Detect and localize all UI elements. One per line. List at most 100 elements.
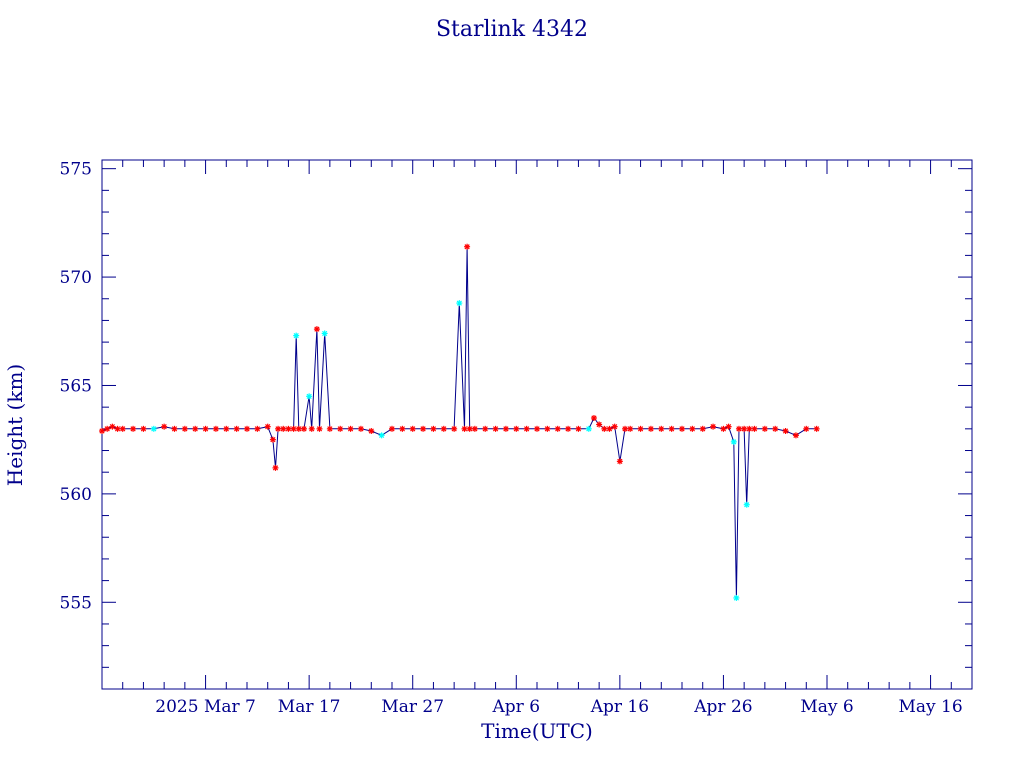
series-markers-group bbox=[99, 243, 820, 601]
data-point-stroke bbox=[270, 437, 276, 443]
data-point bbox=[109, 423, 116, 430]
data-point-stroke bbox=[720, 426, 727, 432]
data-point-stroke bbox=[293, 332, 299, 339]
data-point-stroke bbox=[492, 426, 499, 432]
data-point-stroke bbox=[280, 426, 286, 432]
data-point bbox=[280, 425, 287, 432]
data-point bbox=[637, 425, 644, 432]
data-point-stroke bbox=[733, 595, 739, 601]
data-point-stroke bbox=[744, 502, 750, 508]
data-point-stroke bbox=[591, 415, 597, 421]
data-point bbox=[461, 425, 468, 432]
data-point bbox=[181, 425, 188, 432]
data-point-stroke bbox=[275, 426, 281, 432]
x-tick-label: May 6 bbox=[800, 697, 853, 717]
data-point bbox=[161, 423, 168, 430]
data-point-stroke bbox=[772, 426, 778, 432]
data-point bbox=[451, 425, 458, 432]
data-point-stroke bbox=[202, 426, 209, 432]
data-point-stroke bbox=[99, 428, 105, 434]
data-point bbox=[492, 425, 499, 432]
data-point bbox=[464, 243, 471, 250]
x-tick-label: Apr 16 bbox=[590, 697, 649, 717]
data-point-stroke bbox=[622, 426, 628, 432]
data-point bbox=[575, 425, 582, 432]
data-point bbox=[689, 425, 696, 432]
data-point-stroke bbox=[213, 426, 219, 432]
data-point bbox=[668, 425, 675, 432]
data-point bbox=[741, 425, 748, 432]
data-point-stroke bbox=[244, 426, 250, 432]
x-axis: 2025 Mar 7 Mar 17 Mar 27 Apr 6 Apr 16 Apr 26 M… bbox=[101, 160, 973, 717]
data-point-stroke bbox=[192, 426, 198, 432]
data-point bbox=[596, 421, 603, 428]
data-point-stroke bbox=[322, 330, 328, 337]
data-point bbox=[337, 425, 344, 432]
data-point-stroke bbox=[306, 393, 312, 399]
data-point bbox=[606, 425, 613, 432]
data-point bbox=[743, 501, 750, 508]
data-point bbox=[523, 425, 530, 432]
data-point bbox=[544, 425, 551, 432]
data-point bbox=[647, 425, 654, 432]
data-point bbox=[223, 425, 230, 432]
data-point bbox=[735, 425, 742, 432]
data-point bbox=[710, 423, 717, 430]
data-point-stroke bbox=[814, 426, 820, 432]
x-tick-label: Apr 6 bbox=[492, 697, 541, 717]
data-point bbox=[130, 425, 137, 432]
data-point bbox=[269, 436, 276, 443]
data-point bbox=[104, 425, 111, 432]
y-axis: 555 560 565 570 575 bbox=[60, 160, 972, 690]
data-point-stroke bbox=[467, 426, 473, 432]
data-point-stroke bbox=[327, 426, 333, 432]
data-point bbox=[202, 425, 209, 432]
data-point bbox=[803, 425, 810, 432]
series-line bbox=[101, 246, 817, 598]
data-point-stroke bbox=[389, 426, 395, 432]
data-point bbox=[275, 425, 282, 432]
data-point bbox=[611, 423, 618, 430]
data-point bbox=[420, 425, 427, 432]
data-point-stroke bbox=[482, 426, 488, 432]
data-point bbox=[590, 414, 597, 421]
data-point-stroke bbox=[601, 426, 607, 432]
data-point bbox=[466, 425, 473, 432]
data-point bbox=[622, 425, 629, 432]
data-point-stroke bbox=[648, 426, 654, 432]
data-point bbox=[733, 594, 740, 601]
data-point bbox=[471, 425, 478, 432]
y-tick-label: 565 bbox=[60, 376, 92, 396]
data-point bbox=[730, 438, 737, 445]
y-tick-label: 575 bbox=[60, 160, 92, 180]
data-point bbox=[389, 425, 395, 432]
y-tick-label: 570 bbox=[60, 268, 92, 288]
data-point-stroke bbox=[399, 426, 405, 432]
data-point bbox=[308, 425, 315, 432]
data-point bbox=[313, 326, 320, 333]
data-point-stroke bbox=[254, 426, 260, 432]
data-point bbox=[456, 300, 463, 307]
x-tick-label: May 16 bbox=[898, 697, 962, 717]
data-point-stroke bbox=[309, 426, 315, 432]
data-point bbox=[679, 425, 685, 432]
data-point-stroke bbox=[337, 426, 343, 432]
data-point bbox=[440, 425, 447, 432]
data-point-stroke bbox=[746, 426, 752, 432]
data-point bbox=[192, 425, 199, 432]
data-point-stroke bbox=[114, 426, 121, 432]
data-point-stroke bbox=[441, 426, 447, 432]
data-point bbox=[140, 425, 147, 432]
data-point bbox=[534, 425, 540, 432]
data-point-stroke bbox=[612, 424, 618, 430]
data-point bbox=[502, 425, 509, 432]
data-point bbox=[554, 425, 561, 432]
data-point bbox=[285, 425, 292, 432]
data-point-stroke bbox=[379, 432, 385, 438]
data-point-stroke bbox=[710, 424, 716, 430]
data-point-stroke bbox=[689, 426, 695, 432]
data-point bbox=[306, 393, 313, 400]
data-point-stroke bbox=[130, 426, 136, 432]
x-tick-label: Apr 26 bbox=[693, 697, 752, 717]
data-point bbox=[792, 432, 799, 439]
